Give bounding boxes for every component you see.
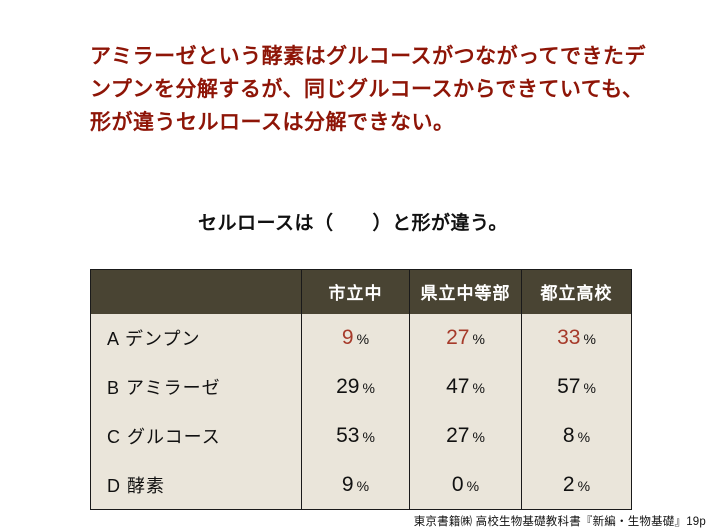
value-cell: 27% [409, 313, 522, 363]
row-label: B アミラーゼ [90, 362, 302, 412]
survey-table: 市立中 県立中等部 都立高校 A デンプン 9% 27% 33% B アミラーゼ [90, 269, 632, 510]
table-header-row: 市立中 県立中等部 都立高校 [90, 269, 632, 314]
percent-sign: % [356, 331, 370, 347]
value-cell: 27% [409, 411, 522, 461]
row-label: D 酵素 [90, 460, 302, 510]
header-cell-metropolitan-hs: 都立高校 [521, 269, 632, 314]
percent-sign: % [472, 380, 485, 396]
percent-value: 9 [341, 326, 354, 349]
percent-value: 0 [451, 472, 464, 496]
percent-value: 2 [562, 472, 575, 496]
value-cell: 2% [521, 460, 632, 510]
percent-sign: % [472, 429, 485, 445]
percent-sign: % [577, 429, 591, 445]
value-cell: 0% [409, 460, 522, 510]
percent-value: 57 [557, 375, 581, 398]
lead-paragraph: アミラーゼという酵素はグルコースがつながってできたデンプンを分解するが、同じグル… [90, 45, 647, 135]
row-label: A デンプン [90, 313, 302, 363]
percent-value: 8 [562, 424, 575, 447]
percent-value: 9 [341, 472, 354, 496]
table-row: A デンプン 9% 27% 33% [90, 313, 632, 363]
value-cell: 8% [521, 411, 632, 461]
percent-value: 33 [557, 326, 581, 349]
percent-sign: % [362, 380, 375, 396]
source-caption: 東京書籍㈱ 高校生物基礎教科書『新編・生物基礎』19p [413, 516, 706, 528]
percent-sign: % [466, 477, 480, 494]
table-row: C グルコース 53% 27% 8% [90, 411, 632, 461]
value-cell: 33% [521, 313, 632, 363]
table-row: B アミラーゼ 29% 47% 57% [90, 362, 632, 412]
question-text: セルロースは（ ）と形が違う。 [198, 213, 508, 234]
row-label: C グルコース [90, 411, 302, 461]
value-cell: 53% [301, 411, 410, 461]
value-cell: 9% [301, 460, 410, 510]
table-row: D 酵素 9% 0% 2% [90, 460, 632, 510]
header-cell-municipal-jhs: 市立中 [301, 269, 410, 314]
percent-value: 29 [336, 375, 360, 398]
percent-sign: % [577, 477, 591, 494]
percent-value: 27 [446, 326, 470, 349]
percent-sign: % [583, 380, 596, 396]
value-cell: 9% [301, 313, 410, 363]
percent-value: 47 [446, 375, 470, 398]
percent-sign: % [356, 477, 370, 494]
percent-sign: % [583, 331, 596, 347]
header-cell-prefectural-secondary: 県立中等部 [409, 269, 522, 314]
percent-sign: % [472, 331, 485, 347]
percent-value: 53 [336, 424, 360, 447]
value-cell: 29% [301, 362, 410, 412]
percent-sign: % [362, 429, 375, 445]
value-cell: 47% [409, 362, 522, 412]
percent-value: 27 [446, 424, 470, 447]
value-cell: 57% [521, 362, 632, 412]
header-cell-empty [90, 269, 302, 314]
